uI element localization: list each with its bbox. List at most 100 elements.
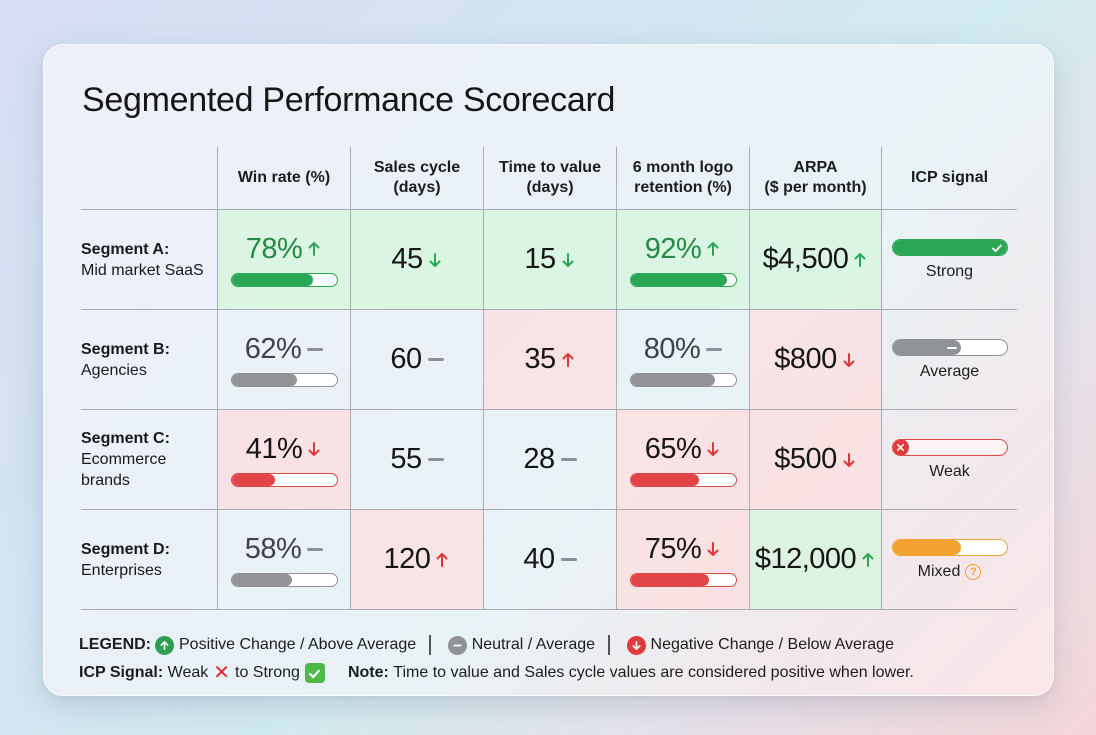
scorecard-table: Win rate (%) Sales cycle (days) Time to …	[81, 147, 1017, 610]
value-row: 78%	[246, 233, 323, 266]
legend-label: LEGEND:	[79, 636, 151, 653]
retention-cell: 75%	[616, 510, 749, 609]
arrow-down-icon	[429, 252, 441, 267]
progress-bar	[629, 572, 737, 587]
x-icon	[892, 440, 909, 455]
sales-cycle-cell: 120	[350, 510, 483, 609]
table-row: Segment A: Mid market SaaS 78% 45 15	[81, 210, 1017, 310]
icp-strong-text: to Strong	[235, 664, 300, 681]
value-row: 62%	[245, 333, 324, 366]
segment-label-cell: Segment D: Enterprises	[81, 510, 217, 609]
icp-signal-cell: Strong	[881, 210, 1017, 309]
note-label: Note:	[347, 664, 389, 681]
progress-fill	[630, 273, 728, 286]
header-label: Time to value (days)	[499, 159, 601, 196]
legend-neutral-text: Neutral / Average	[471, 636, 596, 653]
table-header-row: Win rate (%) Sales cycle (days) Time to …	[81, 147, 1017, 210]
icp-signal-bar	[891, 439, 1008, 456]
icp-signal-cell: Average	[881, 310, 1017, 409]
arrow-up-icon	[707, 242, 719, 256]
value-row: 15	[524, 243, 575, 276]
icp-signal-label: Average	[919, 363, 980, 380]
metric-value: 41%	[245, 432, 303, 465]
header-cell-time-to-value: Time to value (days)	[483, 147, 616, 209]
metric-value: 120	[383, 543, 431, 575]
table-body: Segment A: Mid market SaaS 78% 45 15	[81, 210, 1017, 610]
metric-value: 65%	[644, 432, 702, 465]
cross-mark-icon: ✕	[213, 662, 230, 684]
win-rate-cell: 62%	[217, 310, 350, 409]
arrow-up-icon	[862, 552, 874, 567]
progress-bar	[230, 572, 338, 587]
time-to-value-cell: 28	[483, 410, 616, 509]
table-row: Segment D: Enterprises 58% 120 40	[81, 510, 1017, 610]
metric-value: 45	[391, 243, 423, 275]
retention-cell: 65%	[616, 410, 749, 509]
segment-name: Segment B:	[81, 340, 170, 358]
segment-description: Enterprises	[81, 561, 162, 579]
icp-signal-label: Strong	[925, 263, 974, 280]
metric-value: 28	[523, 443, 555, 475]
neutral-dash-icon	[560, 458, 577, 461]
neutral-dash-icon	[427, 358, 444, 361]
header-cell-retention: 6 month logo retention (%)	[616, 147, 749, 209]
table-row: Segment C: Ecommerce brands 41% 55 28	[81, 410, 1017, 510]
header-cell-win-rate: Win rate (%)	[217, 147, 350, 209]
segment-label-cell: Segment C: Ecommerce brands	[81, 410, 217, 509]
minus-icon	[946, 347, 957, 349]
arpa-cell: $12,000	[749, 510, 881, 609]
win-rate-cell: 78%	[217, 210, 350, 309]
segment-description: Mid market SaaS	[81, 261, 204, 279]
value-row: $800	[774, 343, 857, 376]
arrow-up-icon	[562, 352, 574, 367]
progress-fill	[231, 273, 314, 286]
header-label: Win rate (%)	[237, 169, 331, 186]
metric-value: 80%	[643, 332, 701, 365]
neutral-dash-icon	[307, 547, 324, 551]
value-row: 80%	[644, 333, 723, 366]
page-title: Segmented Performance Scorecard	[82, 81, 616, 119]
metric-value: 58%	[244, 532, 302, 565]
check-icon	[991, 244, 1002, 252]
legend-negative-text: Negative Change / Below Average	[650, 636, 894, 653]
icp-label-row: Mixed?	[918, 563, 982, 581]
progress-fill	[630, 573, 710, 586]
segment-name: Segment C:	[81, 430, 170, 447]
header-label: ICP signal	[910, 169, 989, 186]
metric-value: $800	[774, 343, 837, 375]
header-label: Sales cycle (days)	[373, 159, 461, 196]
metric-value: 75%	[644, 532, 702, 565]
legend-trend-line: LEGEND: Positive Change / Above Average …	[79, 631, 914, 659]
icp-label-row: Weak	[929, 463, 970, 481]
win-rate-cell: 41%	[217, 410, 350, 509]
legend-divider	[429, 635, 431, 655]
neutral-dash-icon	[706, 347, 723, 351]
arrow-up-icon	[308, 242, 320, 256]
win-rate-cell: 58%	[217, 510, 350, 609]
value-row: $500	[774, 443, 857, 476]
segment-description: Agencies	[81, 361, 147, 379]
check-mark-icon	[304, 663, 325, 683]
progress-bar	[230, 372, 338, 387]
progress-bar	[629, 372, 737, 387]
neutral-dash-icon	[560, 558, 577, 561]
legend-positive-text: Positive Change / Above Average	[179, 636, 417, 653]
metric-value: 15	[524, 243, 556, 275]
segment-name: Segment A:	[81, 240, 170, 258]
arrow-down-icon	[707, 442, 719, 456]
icp-signal-cell: Mixed?	[881, 510, 1017, 609]
icp-signal-bar	[891, 339, 1008, 356]
retention-cell: 92%	[616, 210, 749, 309]
icp-label-row: Strong	[926, 263, 973, 281]
value-row: 65%	[645, 433, 722, 466]
question-icon[interactable]: ?	[965, 564, 982, 580]
header-label: ARPA ($ per month)	[764, 159, 867, 196]
sales-cycle-cell: 55	[350, 410, 483, 509]
value-row: 120	[384, 543, 451, 576]
icp-signal-label: Mixed	[917, 563, 961, 580]
time-to-value-cell: 35	[483, 310, 616, 409]
progress-bar	[629, 472, 737, 487]
legend-icp-line: ICP Signal: Weak ✕ to Strong Note: Time …	[79, 659, 914, 687]
progress-bar	[230, 272, 338, 287]
arpa-cell: $800	[749, 310, 881, 409]
